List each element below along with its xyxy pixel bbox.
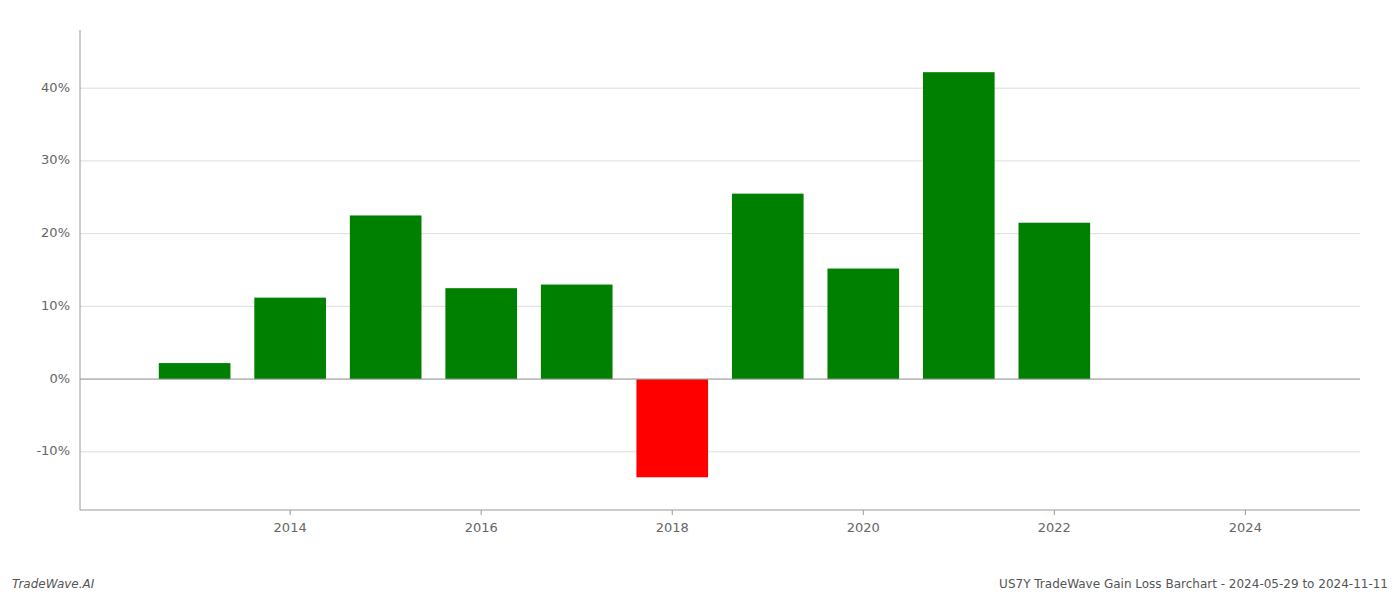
x-tick <box>1054 510 1055 515</box>
grid-line <box>80 160 1360 161</box>
grid-line <box>80 379 1360 380</box>
x-tick <box>1245 510 1246 515</box>
bars <box>159 72 1090 477</box>
y-tick-label: 20% <box>41 225 70 240</box>
zero-line <box>80 379 1360 380</box>
x-tick <box>290 510 291 515</box>
bar <box>827 269 899 380</box>
x-tick-label: 2018 <box>656 520 689 535</box>
x-axis-line <box>80 510 1360 511</box>
bar <box>636 379 708 477</box>
x-tick-label: 2014 <box>274 520 307 535</box>
grid-line <box>80 451 1360 452</box>
y-axis-line <box>80 30 81 510</box>
y-tick-label: 10% <box>41 298 70 313</box>
y-tick-label: 0% <box>49 371 70 386</box>
bar <box>254 298 326 379</box>
y-tick-label: 30% <box>41 152 70 167</box>
bar <box>923 72 995 379</box>
x-tick-label: 2020 <box>847 520 880 535</box>
x-tick <box>863 510 864 515</box>
chart-svg: -10%0%10%20%30%40%2014201620182020202220… <box>0 0 1400 600</box>
grid-line <box>80 233 1360 234</box>
x-tick-label: 2022 <box>1038 520 1071 535</box>
x-axis: 2014 2016 2018 2020 2022 2024 <box>274 510 1262 535</box>
grid-line <box>80 88 1360 89</box>
chart-container: -10%0%10%20%30%40%2014201620182020202220… <box>0 0 1400 600</box>
bar <box>159 363 231 379</box>
y-tick-label: -10% <box>36 443 70 458</box>
x-tick <box>481 510 482 515</box>
footer-right: US7Y TradeWave Gain Loss Barchart - 2024… <box>999 577 1388 591</box>
grid <box>80 88 1360 452</box>
x-tick-label: 2024 <box>1229 520 1262 535</box>
y-tick-labels: -10% 0% 10% 20% 30% 40% <box>36 80 70 459</box>
bar <box>350 215 422 379</box>
bar <box>1019 223 1091 379</box>
bar <box>445 288 517 379</box>
bar <box>732 194 804 379</box>
y-tick-label: 40% <box>41 80 70 95</box>
x-tick-label: 2016 <box>465 520 498 535</box>
x-tick <box>672 510 673 515</box>
footer-left: TradeWave.AI <box>12 577 95 591</box>
bar <box>541 285 613 380</box>
